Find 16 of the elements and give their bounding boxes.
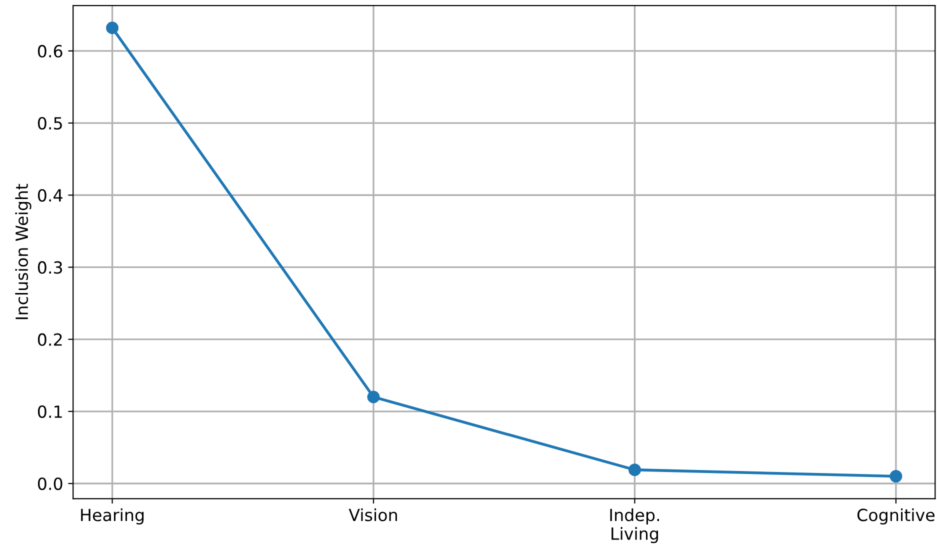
x-tick-label: Vision [348, 508, 397, 522]
x-tick-label: Indep. Living [610, 508, 660, 544]
y-tick-label: 0.4 [38, 189, 62, 202]
y-axis-title: Inclusion Weight [15, 184, 32, 320]
point [628, 464, 641, 476]
y-tick-label: 0.2 [38, 333, 62, 346]
x-tick-label: Hearing [81, 508, 144, 525]
point [367, 390, 380, 404]
point [106, 22, 119, 34]
y-tick-label: 0.5 [38, 116, 62, 130]
y-tick-label: 0.1 [38, 405, 62, 418]
y-tick-label: 0.0 [38, 477, 62, 490]
point [890, 470, 902, 483]
y-tick-label: 0.3 [38, 261, 62, 274]
y-tick-label: 0.6 [38, 44, 62, 58]
x-tick-label: Cognitive [857, 508, 934, 525]
